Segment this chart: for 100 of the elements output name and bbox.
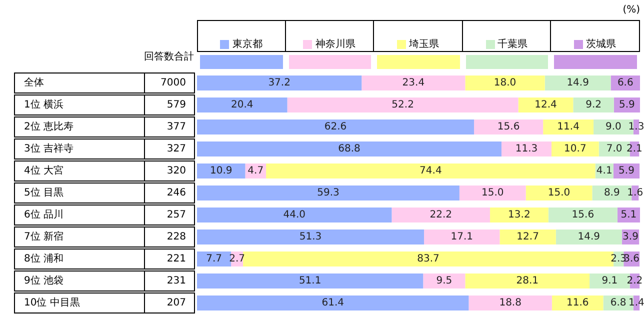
bar (556, 230, 622, 244)
data-label: 9.2 (586, 100, 602, 111)
bar (490, 208, 548, 222)
data-label: 4.7 (248, 166, 264, 177)
data-label: 5.9 (618, 166, 634, 177)
bar (197, 296, 469, 310)
data-label: 68.8 (338, 144, 360, 155)
y-tick-label: 8位 浦和 (24, 252, 64, 265)
y2-tick-label: 228 (166, 232, 186, 243)
bar (552, 296, 604, 310)
y-tick-label: 5位 目黒 (24, 186, 64, 199)
bar (197, 76, 362, 90)
y2-tick-label: 327 (166, 144, 186, 155)
data-label: 15.6 (497, 122, 520, 133)
data-label: 22.2 (430, 210, 452, 221)
bar (424, 230, 500, 244)
y-tick-label: 3位 吉祥寺 (24, 142, 74, 155)
data-label: 51.3 (299, 232, 322, 243)
y-tick-label: 1位 横浜 (24, 98, 64, 111)
data-label: 18.0 (494, 78, 516, 89)
data-label: 1.3 (628, 122, 644, 133)
bar (465, 76, 545, 90)
data-label: 37.2 (268, 78, 290, 89)
data-label: 7.7 (206, 254, 222, 265)
bar (197, 164, 246, 178)
legend-label: 茨城県 (586, 39, 616, 50)
y-tick-label: 7位 新宿 (24, 230, 64, 243)
data-label: 1.6 (627, 188, 644, 199)
data-label: 9.0 (605, 122, 622, 133)
data-label: 28.1 (516, 276, 538, 287)
bar (518, 98, 574, 112)
y-tick-label: 9位 池袋 (24, 274, 64, 287)
data-label: 12.7 (516, 232, 539, 243)
data-label: 6.6 (617, 78, 634, 89)
bar (459, 186, 526, 200)
data-label: 13.2 (508, 210, 530, 221)
y2-tick-label: 231 (166, 276, 186, 287)
bar (197, 98, 288, 112)
bar (474, 120, 544, 134)
bar (548, 208, 618, 222)
bar (197, 142, 502, 156)
y-tick-label: 10位 中目黒 (24, 296, 80, 309)
bar (197, 274, 424, 288)
data-label: 9.1 (602, 276, 618, 287)
data-label: 11.3 (515, 144, 538, 155)
data-label: 14.9 (578, 232, 600, 243)
data-label: 61.4 (322, 298, 344, 309)
bar (526, 186, 592, 200)
data-label: 15.0 (481, 188, 504, 199)
data-label: 4.1 (596, 166, 612, 177)
data-label: 12.4 (534, 100, 557, 111)
data-label: 1.4 (628, 298, 644, 309)
data-label: 11.4 (557, 122, 580, 133)
data-label: 20.4 (231, 100, 254, 111)
data-label: 15.6 (572, 210, 594, 221)
data-label: 2.2 (626, 276, 643, 287)
data-label: 14.9 (566, 78, 589, 89)
y2-tick-label: 207 (166, 298, 186, 309)
data-label: 5.1 (620, 210, 637, 221)
data-label: 3.9 (622, 232, 638, 243)
bar (501, 142, 552, 156)
bar (197, 120, 474, 134)
legend-label: 神奈川県 (315, 39, 356, 50)
data-label: 52.2 (392, 100, 414, 111)
y2-tick-label: 320 (166, 166, 186, 177)
y2-tick-label: 246 (166, 188, 186, 199)
bar (544, 76, 611, 90)
y-tick-label: 全体 (24, 76, 44, 89)
bar (465, 274, 590, 288)
data-label: 10.7 (564, 144, 586, 155)
data-label: 10.9 (210, 166, 232, 177)
bar (362, 76, 466, 90)
data-label: 62.6 (324, 122, 347, 133)
data-label: 5.9 (618, 100, 635, 111)
bar (423, 274, 466, 288)
data-label: 2.1 (626, 144, 642, 155)
data-label: 74.4 (420, 166, 442, 177)
bar (197, 252, 232, 266)
y2-tick-label: 579 (166, 100, 186, 111)
data-label: 51.1 (298, 276, 322, 287)
data-label: 83.7 (417, 254, 440, 265)
data-label: 18.8 (499, 298, 522, 309)
bar (468, 296, 552, 310)
bar (197, 208, 392, 222)
y-tick-label: 2位 恵比寿 (24, 120, 74, 133)
text: (%) (622, 4, 640, 16)
bar (197, 230, 424, 244)
y-tick-label: 6位 品川 (24, 208, 64, 221)
data-label: 2.7 (229, 254, 246, 265)
bar (392, 208, 490, 222)
legend-label: 東京都 (232, 39, 262, 50)
bar (500, 230, 556, 244)
legend-label: 千葉県 (498, 39, 528, 50)
bar (197, 186, 460, 200)
bar (543, 120, 594, 134)
data-label: 8.9 (604, 188, 620, 199)
data-label: 17.1 (450, 232, 474, 243)
bar (266, 164, 596, 178)
y2-tick-label: 257 (166, 210, 186, 221)
y2-tick-label: 377 (166, 122, 186, 133)
